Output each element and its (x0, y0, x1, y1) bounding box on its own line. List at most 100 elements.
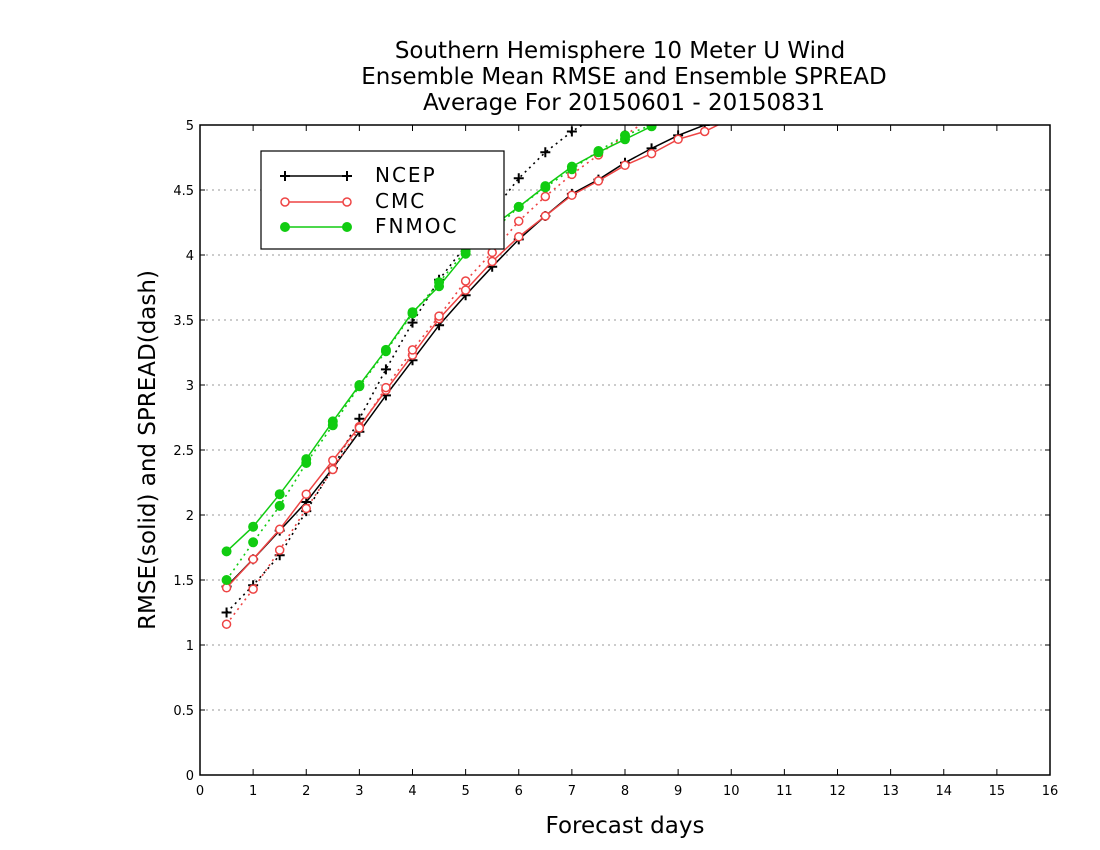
series-line-fnmoc-spread (225, 125, 654, 581)
legend-marker-ncep (342, 171, 352, 181)
data-point-fnmoc-spread (407, 308, 418, 319)
legend-label-cmc: CMC (375, 189, 426, 213)
y-tick-label: 2 (186, 509, 194, 524)
data-point-fnmoc-rmse (274, 489, 285, 500)
y-tick-label: 4 (186, 249, 194, 264)
data-point-cmc-spread (540, 191, 551, 202)
legend-label-ncep: NCEP (375, 163, 437, 187)
data-point-fnmoc-rmse (248, 521, 259, 532)
x-tick-label: 9 (674, 784, 682, 799)
data-point-fnmoc-spread (593, 146, 604, 156)
data-point-cmc-rmse (646, 148, 657, 159)
data-point-fnmoc-rmse (221, 546, 232, 557)
y-tick-label: 0.5 (173, 704, 194, 719)
data-point-fnmoc-spread (540, 182, 551, 193)
y-tick-label: 1.5 (173, 574, 194, 589)
data-point-ncep-spread (380, 364, 391, 375)
x-tick-label: 12 (829, 784, 846, 799)
data-point-fnmoc-spread (221, 575, 232, 585)
series-line-ncep-rmse (226, 125, 707, 588)
y-tick-label: 2.5 (173, 444, 194, 459)
data-point-cmc-spread (434, 311, 444, 321)
data-point-cmc-spread (248, 584, 258, 594)
data-point-fnmoc-spread (327, 420, 338, 431)
data-point-cmc-rmse (274, 524, 285, 535)
y-tick-label: 4.5 (173, 184, 194, 199)
data-point-cmc-rmse (460, 285, 471, 295)
chart-title-line-1: Southern Hemisphere 10 Meter U Wind (395, 38, 845, 64)
x-tick-label: 8 (621, 784, 629, 799)
data-point-fnmoc-spread (566, 164, 577, 175)
legend-marker-fnmoc (342, 222, 352, 232)
y-tick-label: 5 (186, 119, 194, 134)
data-point-cmc-rmse (593, 176, 604, 186)
data-point-cmc-rmse (248, 554, 258, 564)
data-point-fnmoc-spread (434, 277, 445, 288)
data-point-cmc-spread (274, 545, 285, 555)
y-tick-label: 3 (186, 379, 194, 394)
data-point-cmc-rmse (487, 256, 497, 267)
data-point-ncep-spread (221, 607, 232, 618)
legend-marker-ncep (280, 171, 290, 181)
x-tick-label: 2 (302, 784, 310, 799)
x-axis-label: Forecast days (546, 813, 705, 839)
legend: NCEP CMC FNMOC (260, 150, 505, 250)
data-point-fnmoc-spread (620, 130, 630, 141)
data-point-fnmoc-spread (274, 500, 285, 511)
data-point-cmc-spread (328, 464, 338, 475)
y-axis-label: RMSE(solid) and SPREAD(dash) (135, 270, 161, 630)
data-point-cmc-spread (221, 619, 232, 629)
legend-box (260, 150, 505, 250)
legend-marker-fnmoc (280, 222, 290, 232)
data-point-cmc-spread (301, 503, 311, 514)
data-point-cmc-spread (407, 345, 418, 355)
y-tick-label: 1 (186, 639, 194, 654)
data-point-cmc-rmse (514, 232, 524, 242)
legend-marker-cmc (342, 197, 352, 207)
data-point-fnmoc-spread (380, 346, 391, 357)
series-cmc-spread (221, 125, 642, 629)
y-tick-label: 0 (186, 769, 194, 784)
data-point-fnmoc-spread (646, 125, 657, 130)
data-point-ncep-spread (513, 173, 524, 184)
data-point-cmc-rmse (540, 211, 551, 221)
data-point-cmc-rmse (567, 190, 577, 200)
axis-ticks: 00.511.522.533.544.550 1 2 3 4 5 6 7 8 9 10 11 12 13 1… (173, 119, 1058, 799)
data-point-cmc-spread (514, 216, 524, 226)
x-tick-label: 7 (568, 784, 576, 799)
x-tick-label: 13 (882, 784, 899, 799)
legend-swatches (280, 171, 352, 232)
gridlines (200, 189, 1050, 711)
data-point-fnmoc-spread (513, 201, 524, 212)
data-point-cmc-spread (381, 382, 391, 393)
x-tick-label: 5 (461, 784, 469, 799)
legend-label-fnmoc: FNMOC (375, 214, 458, 238)
x-tick-label: 3 (355, 784, 363, 799)
x-tick-label: 0 (196, 784, 204, 799)
x-tick-label: 1 (249, 784, 257, 799)
data-point-cmc-rmse (328, 455, 338, 466)
data-point-cmc-spread (460, 276, 471, 286)
data-point-fnmoc-spread (354, 381, 365, 392)
chart-title-line-3: Average For 20150601 - 20150831 (423, 90, 825, 116)
y-tick-label: 3.5 (173, 314, 194, 329)
data-point-cmc-rmse (673, 134, 683, 145)
x-tick-label: 10 (723, 784, 740, 799)
x-tick-label: 11 (776, 784, 793, 799)
series-cmc-rmse (221, 125, 720, 593)
data-point-cmc-rmse (301, 489, 311, 499)
x-tick-label: 4 (408, 784, 416, 799)
data-point-cmc-rmse (620, 160, 630, 171)
x-tick-label: 15 (989, 784, 1006, 799)
data-point-fnmoc-spread (301, 458, 312, 468)
data-point-ncep-spread (407, 317, 418, 328)
data-point-cmc-rmse (699, 126, 710, 137)
series-line-cmc-rmse (226, 125, 720, 589)
chart-title: Southern Hemisphere 10 Meter U Wind Ense… (361, 38, 886, 116)
data-point-ncep-spread (540, 147, 551, 158)
legend-marker-cmc (280, 197, 290, 207)
x-tick-label: 6 (515, 784, 523, 799)
data-point-cmc-spread (354, 423, 365, 433)
x-tick-label: 14 (935, 784, 952, 799)
